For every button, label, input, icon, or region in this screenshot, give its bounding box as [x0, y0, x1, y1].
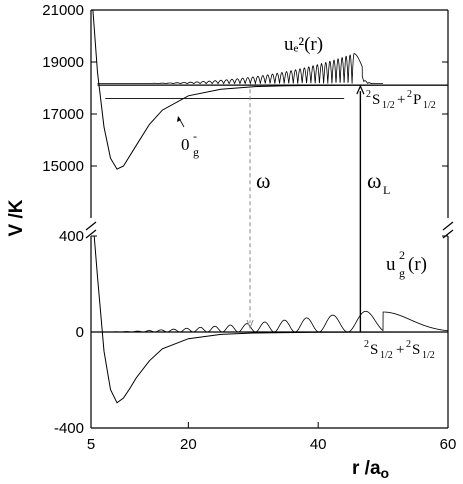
- lower-asymptote-label-sub2: 1/2: [422, 350, 435, 361]
- lower-wavefunction-label-sub: g: [399, 266, 405, 280]
- right-break-mark: [442, 221, 454, 231]
- lower-wavefunction-curve: [104, 310, 448, 333]
- right-break-mark: [442, 229, 454, 239]
- lower-asymptote-label-plus: +: [396, 342, 404, 358]
- axis-break-marks: [85, 221, 454, 239]
- upper-wavefunction-label: uₑ²(r): [284, 34, 323, 55]
- lower-asymptote-label-term2: S: [412, 342, 420, 358]
- state-label-arrowhead: [177, 116, 181, 122]
- state-label-main: 0: [181, 135, 190, 154]
- upper-asymptote-label-sub2: 1/2: [423, 100, 436, 111]
- x-axis-title: r /ao: [352, 458, 389, 481]
- lower-asymptote-label-sub1: 1/2: [380, 350, 393, 361]
- upper-asymptote-label-term2: P: [413, 92, 421, 108]
- upper-asymptote-label-sup2: 2: [407, 89, 412, 100]
- upper-asymptote-label-sup1: 2: [366, 89, 371, 100]
- lower-panel: -400 0 400: [54, 228, 449, 437]
- omega-L-label-sub: L: [383, 183, 390, 197]
- upper-wavefunction-curve: [97, 53, 383, 86]
- left-break-mark: [85, 229, 97, 239]
- state-label: 0 - g: [177, 116, 199, 159]
- x-tick-label: 40: [310, 436, 327, 453]
- x-tick-label: 60: [440, 436, 457, 453]
- lower-asymptote-label-sup1: 2: [364, 339, 369, 350]
- lower-wavefunction-label: u 2 g (r): [386, 248, 427, 280]
- lower-wavefunction-label-sup: 2: [399, 248, 405, 262]
- y-tick-label: 15000: [42, 158, 84, 175]
- left-break-mark: [85, 221, 97, 231]
- upper-asymptote-label-term1: S: [372, 92, 380, 108]
- omega-L-label-main: ω: [367, 168, 381, 193]
- lower-asymptote-label-term1: S: [370, 342, 378, 358]
- y-tick-label: 17000: [42, 106, 84, 123]
- x-tick-label: 5: [87, 436, 95, 453]
- potential-curve-lower: [93, 235, 449, 404]
- y-tick-label: -400: [54, 420, 84, 437]
- y-tick-label: 0: [76, 324, 84, 341]
- x-tick-label: 20: [180, 436, 197, 453]
- lower-wavefunction-label-tail: (r): [408, 254, 427, 275]
- upper-asymptote-label-sub1: 1/2: [382, 100, 395, 111]
- y-axis-title: V /K: [6, 199, 27, 236]
- upper-asymptote-label: 2 S 1/2 + 2 P 1/2: [366, 89, 436, 111]
- y-tick-label: 21000: [42, 2, 84, 19]
- omega-L-arrowhead: [356, 84, 365, 95]
- lower-asymptote-label: 2 S 1/2 + 2 S 1/2: [364, 339, 435, 361]
- state-label-sup: -: [193, 129, 197, 143]
- omega-label: ω: [256, 168, 270, 193]
- potential-curve-upper: [92, 9, 448, 170]
- lower-asymptote-label-sup2: 2: [406, 339, 411, 350]
- lower-wavefunction-label-main: u: [386, 254, 396, 275]
- omega-arrowhead: [246, 319, 254, 330]
- y-tick-label: 19000: [42, 54, 84, 71]
- omega-L-label: ω L: [367, 168, 390, 197]
- upper-panel: 15000 17000 19000 21000: [42, 2, 449, 218]
- upper-asymptote-label-plus: +: [397, 92, 405, 108]
- y-tick-label: 400: [59, 228, 84, 245]
- state-label-sub: g: [193, 145, 199, 159]
